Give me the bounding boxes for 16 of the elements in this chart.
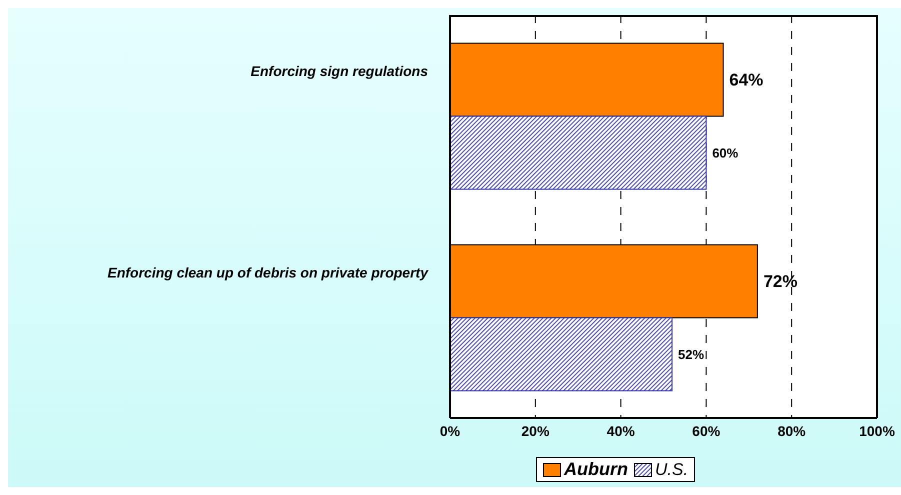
x-tick-label: 60%: [692, 422, 721, 439]
y-tick-label: Enforcing sign regulations: [250, 62, 428, 79]
bar: [450, 116, 707, 190]
x-tick-label: 80%: [778, 422, 806, 439]
data-label: 60%: [712, 145, 739, 160]
legend-label: U.S.: [654, 460, 688, 480]
x-tick-label: 0%: [440, 422, 461, 439]
bar: [450, 317, 673, 392]
x-tick-label: 20%: [521, 422, 550, 439]
y-tick-label: Enforcing clean up of debris on private property: [108, 264, 430, 280]
x-tick-label: 40%: [606, 422, 636, 439]
data-label: 72%: [763, 272, 798, 292]
data-label: 52%: [678, 346, 704, 362]
x-tick-label: 100%: [859, 422, 896, 439]
legend-label: Auburn: [564, 459, 628, 480]
data-label: 64%: [729, 70, 764, 90]
